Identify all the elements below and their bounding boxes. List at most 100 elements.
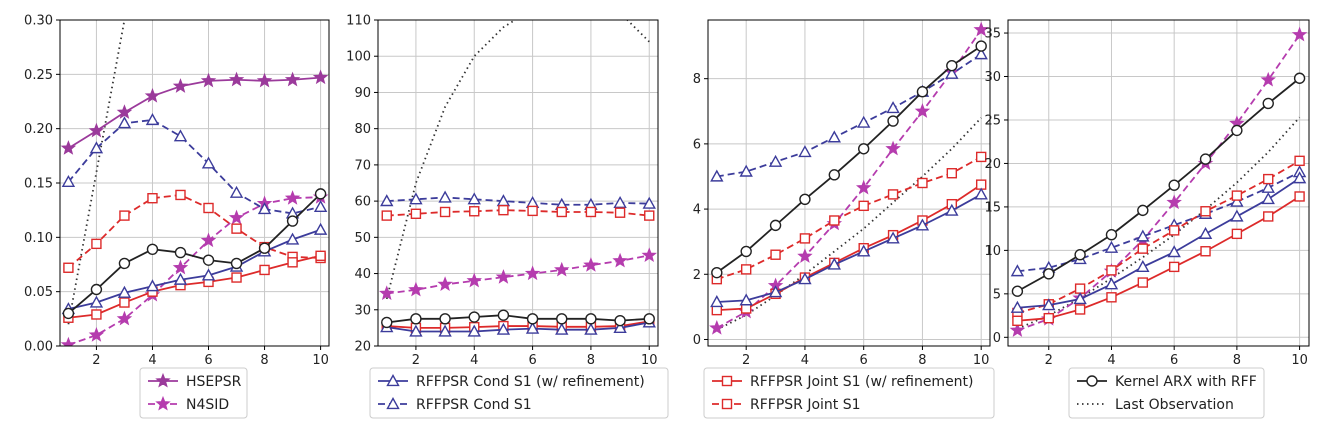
data-point-cond_ref bbox=[768, 285, 783, 298]
data-point-joint_s1 bbox=[1263, 173, 1274, 185]
x-tick-label: 10 bbox=[312, 353, 329, 368]
y-tick-label: 25 bbox=[984, 113, 1001, 128]
series-line-last bbox=[716, 117, 982, 331]
data-point-joint_s1 bbox=[203, 202, 214, 214]
data-point-joint_s1 bbox=[469, 206, 480, 217]
data-point-cond_ref bbox=[1167, 245, 1181, 258]
series-line-karx bbox=[386, 314, 650, 324]
data-point-n4sid bbox=[1166, 194, 1182, 210]
series-line-karx bbox=[1016, 77, 1301, 293]
y-tick-label: 90 bbox=[354, 86, 371, 101]
data-point-n4sid bbox=[116, 310, 133, 326]
series-cond_s1 bbox=[61, 113, 328, 219]
data-point-cond_s1 bbox=[173, 129, 188, 142]
data-point-joint_s1 bbox=[410, 208, 422, 219]
legend-marker-hsepsr bbox=[155, 372, 171, 388]
data-point-joint_s1 bbox=[585, 206, 597, 218]
data-point-cond_s1 bbox=[380, 194, 394, 207]
legend-marker-cond_ref bbox=[386, 374, 400, 387]
x-tick-label: 2 bbox=[412, 353, 420, 368]
legend-label-joint_s1: RFFPSR Joint S1 bbox=[750, 397, 861, 413]
data-point-joint_s1 bbox=[917, 177, 928, 189]
data-point-n4sid bbox=[914, 103, 931, 118]
data-point-cond_s1 bbox=[201, 156, 216, 169]
data-point-joint_ref bbox=[1263, 211, 1274, 222]
data-point-cond_ref bbox=[409, 324, 423, 337]
legend-marker-joint_ref bbox=[721, 375, 733, 387]
data-point-cond_ref bbox=[1010, 300, 1025, 313]
data-point-cond_s1 bbox=[229, 185, 244, 198]
data-point-cond_ref bbox=[974, 187, 988, 200]
legend-marker-n4sid bbox=[155, 395, 171, 411]
data-point-karx bbox=[711, 266, 723, 279]
data-point-n4sid bbox=[554, 261, 570, 277]
data-point-n4sid bbox=[524, 265, 541, 281]
series-hsepsr bbox=[60, 69, 329, 155]
y-tick-label: 0.30 bbox=[24, 14, 53, 29]
data-point-joint_s1 bbox=[498, 204, 509, 216]
data-point-n4sid bbox=[885, 140, 901, 156]
series-line-joint_s1 bbox=[386, 209, 650, 217]
y-tick-label: 8 bbox=[693, 72, 701, 87]
x-tick-label: 4 bbox=[1107, 353, 1115, 368]
data-point-joint_s1 bbox=[1231, 190, 1243, 201]
legend-frame bbox=[369, 367, 669, 419]
series-line-cond_s1 bbox=[67, 119, 321, 215]
data-point-karx bbox=[526, 313, 539, 325]
data-point-cond_ref bbox=[856, 244, 871, 257]
series-cond_ref bbox=[710, 187, 988, 308]
x-tick-label: 4 bbox=[470, 353, 478, 368]
data-point-cond_s1 bbox=[886, 101, 900, 114]
data-point-cond_s1 bbox=[313, 199, 328, 213]
series-line-joint_ref bbox=[1017, 195, 1301, 322]
x-tick-label: 10 bbox=[1291, 353, 1308, 368]
y-tick-label: 6 bbox=[693, 137, 701, 152]
data-point-joint_s1 bbox=[119, 210, 130, 221]
data-point-cond_s1 bbox=[798, 145, 812, 158]
data-point-n4sid bbox=[408, 281, 424, 297]
series-line-joint_s1 bbox=[67, 194, 321, 269]
data-point-cond_ref bbox=[525, 321, 540, 334]
data-point-joint_s1 bbox=[614, 207, 626, 218]
x-tick-label: 6 bbox=[204, 353, 212, 368]
data-point-joint_ref bbox=[315, 250, 326, 262]
series-line-joint_ref bbox=[68, 254, 321, 319]
y-tick-label: 30 bbox=[984, 70, 1001, 85]
data-point-karx bbox=[1262, 97, 1274, 110]
data-point-cond_ref bbox=[313, 222, 328, 235]
chart-panel-2: 2 4 6 8 10 20 30 40 50 60 70 80 90 100 110 bbox=[346, 14, 659, 368]
series-last bbox=[67, 20, 126, 325]
series-last bbox=[385, 20, 650, 300]
data-point-karx bbox=[887, 115, 899, 127]
y-tick-label: 0 bbox=[693, 333, 701, 348]
data-point-hsepsr bbox=[60, 140, 77, 155]
data-point-cond_ref bbox=[173, 272, 188, 285]
data-point-karx bbox=[1137, 204, 1149, 217]
data-point-hsepsr bbox=[88, 122, 105, 138]
y-tick-label: 15 bbox=[984, 200, 1001, 215]
series-line-n4sid bbox=[68, 196, 321, 346]
legend-label-karx: Kernel ARX with RFF bbox=[1115, 374, 1257, 390]
data-point-hsepsr bbox=[144, 87, 161, 103]
data-point-hsepsr bbox=[228, 71, 245, 87]
plot-area bbox=[379, 20, 657, 337]
data-point-hsepsr bbox=[256, 72, 273, 88]
data-point-joint_s1 bbox=[175, 189, 186, 201]
data-point-cond_s1 bbox=[467, 192, 481, 205]
series-joint_s1 bbox=[1012, 155, 1305, 319]
y-tick-label: 20 bbox=[354, 340, 371, 355]
series-line-cond_ref bbox=[716, 193, 982, 303]
data-point-cond_ref bbox=[1073, 292, 1087, 305]
axes-frame bbox=[377, 19, 659, 347]
data-point-cond_ref bbox=[1261, 192, 1275, 205]
series-joint_ref bbox=[63, 250, 326, 323]
data-point-karx bbox=[769, 219, 782, 232]
series-line-cond_ref bbox=[68, 228, 321, 310]
data-point-n4sid bbox=[284, 190, 301, 205]
data-point-cond_ref bbox=[1292, 171, 1307, 184]
data-point-karx bbox=[1199, 153, 1212, 165]
series-line-last bbox=[385, 20, 650, 300]
data-point-joint_ref bbox=[259, 264, 270, 276]
data-point-cond_s1 bbox=[945, 66, 959, 79]
data-point-karx bbox=[740, 245, 752, 258]
